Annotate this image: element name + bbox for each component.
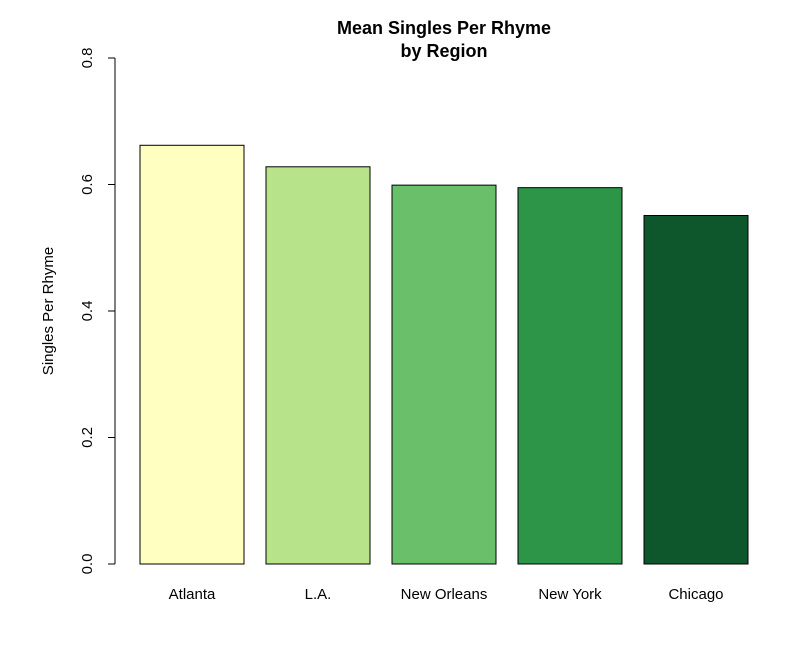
y-axis: 0.0 0.2 0.4 0.6 0.8 [79,48,116,575]
y-tick-label: 0.8 [79,48,96,69]
y-tick-label: 0.4 [79,301,96,322]
x-tick-label: New Orleans [401,586,488,603]
bar-new-york [517,187,623,565]
chart-title-line-2: by Region [400,41,487,61]
x-tick-label: Chicago [668,586,723,603]
bar-new-orleans [391,184,497,565]
bar-atlanta [139,144,245,565]
x-tick-label: New York [538,586,602,603]
x-tick-label: L.A. [305,586,332,603]
bars-group [139,144,749,565]
y-tick-label: 0.6 [79,174,96,195]
bar-l-a [265,166,371,565]
y-axis-title: Singles Per Rhyme [40,247,57,375]
y-tick-label: 0.2 [79,427,96,448]
x-axis-labels: Atlanta L.A. New Orleans New York Chicago [169,586,724,603]
y-tick-label: 0.0 [79,554,96,575]
x-tick-label: Atlanta [169,586,216,603]
chart-title-line-1: Mean Singles Per Rhyme [337,18,551,38]
bar-chicago [643,214,749,565]
